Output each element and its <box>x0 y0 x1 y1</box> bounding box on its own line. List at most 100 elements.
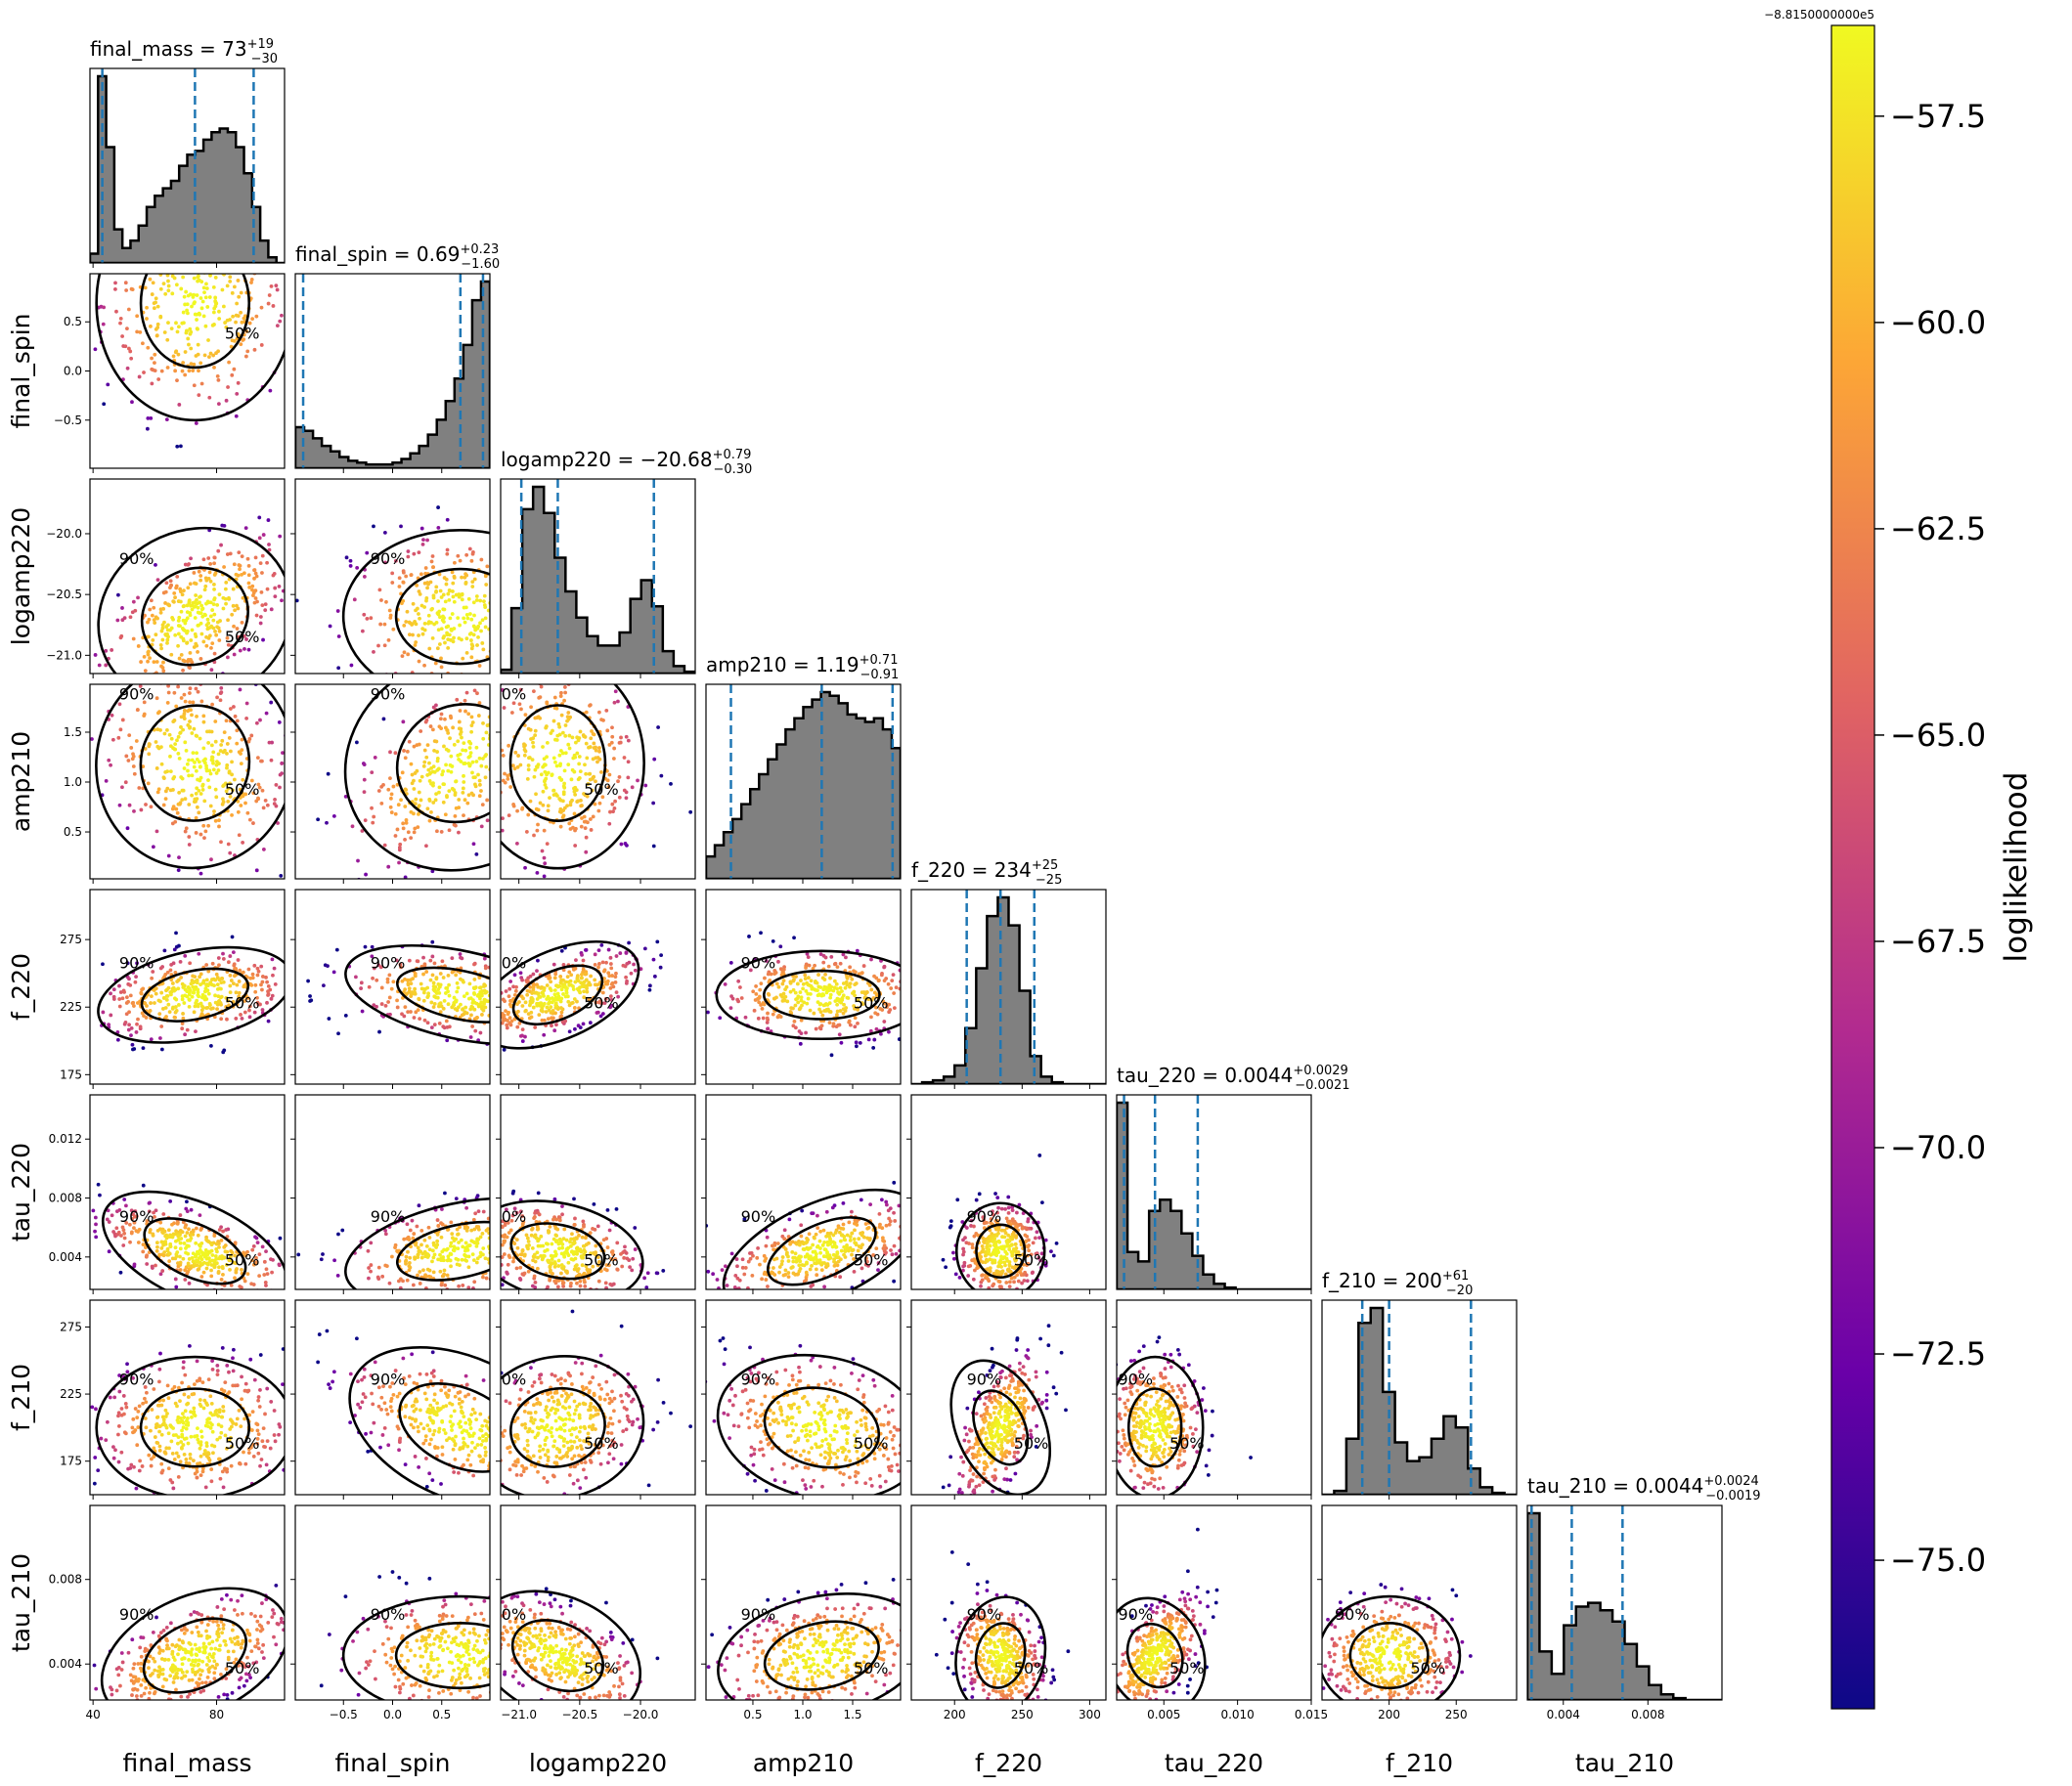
x-tick-label: 0.010 <box>1220 1708 1254 1721</box>
y-tick-label: 0.5 <box>64 315 82 328</box>
title-logamp220: logamp220 = −20.68+0.79 −0.30 <box>501 448 752 477</box>
contour-90 <box>501 684 645 870</box>
scatter-panel-amp210-vs-f-210: 50% 90% <box>701 1299 902 1500</box>
x-axis-label-tau-220: tau_220 <box>1165 1749 1263 1777</box>
contour-label-50: 50% <box>225 780 260 799</box>
contour-90 <box>1322 1594 1462 1700</box>
contour-label-90: 90% <box>371 954 406 973</box>
scatter-panel-final-spin-vs-f-210: 50%90% <box>290 1299 491 1500</box>
hist-panel-final-spin: final_spin = 0.69+0.23 −1.60 <box>294 242 500 473</box>
contour-90 <box>341 1594 490 1700</box>
contour-label-90: 90% <box>492 685 527 704</box>
y-axis-label-amp210: amp210 <box>7 731 35 832</box>
panel-frame <box>500 683 696 880</box>
panel-content: 50%90% <box>1117 1335 1253 1495</box>
scatter-panel-logamp220-vs-f-220: 50% 90% <box>496 889 696 1089</box>
contour-90 <box>954 1201 1046 1289</box>
y-tick-label: 1.5 <box>64 725 82 739</box>
panel-frame <box>1116 1299 1312 1496</box>
y-tick-label: −21.0 <box>46 648 82 662</box>
contour-50 <box>395 703 490 824</box>
scatter-points <box>501 1309 693 1495</box>
histogram-outline <box>1527 1511 1722 1700</box>
contour-label-90: 90% <box>119 1207 154 1226</box>
panel-content: 50%90% <box>306 939 490 1046</box>
x-axis-label-final-mass: final_mass <box>122 1749 251 1777</box>
scatter-panel-f-220-vs-tau-220: 50% 90% <box>906 1094 1107 1294</box>
scatter-points <box>319 1570 490 1700</box>
x-tick-label: 0.5 <box>432 1708 451 1721</box>
x-tick-label: 0.005 <box>1147 1708 1180 1721</box>
contour-50 <box>508 704 607 823</box>
scatter-panel-final-spin-vs-amp210: 50%90% <box>290 683 491 884</box>
contour-label-90: 90% <box>1118 1371 1153 1389</box>
panel-content: 50%90% <box>91 1182 285 1289</box>
panel-content: 50%90% <box>934 1549 1071 1700</box>
panel-frame <box>705 1299 902 1496</box>
contour-90 <box>95 684 285 870</box>
panel-content <box>90 68 285 263</box>
y-axis-labels: final_spin logamp220 amp210 f_220 tau_220 f_2… <box>7 313 35 1652</box>
hist-panel-tau-220: tau_220 = 0.0044+0.0029 −0.0021 <box>1116 1064 1350 1294</box>
scatter-panel-amp210-vs-f-220: 50% 90% <box>701 889 902 1089</box>
scatter-points <box>1117 1335 1253 1491</box>
histogram-bars <box>706 691 901 879</box>
panel-content <box>1527 1505 1722 1700</box>
contour-50 <box>975 1223 1027 1280</box>
title-tau-220: tau_220 = 0.0044+0.0029 −0.0021 <box>1117 1064 1350 1093</box>
colorbar-tick-label: −62.5 <box>1890 510 1986 547</box>
contour-90 <box>343 684 490 872</box>
contour-90 <box>501 1590 642 1700</box>
contour-50 <box>763 1620 880 1691</box>
contour-label-50: 50% <box>854 1434 889 1453</box>
y-tick-label: 0.5 <box>64 825 82 839</box>
title-final-mass: final_mass = 73+19 −30 <box>90 37 278 66</box>
panel-content: 50%90% <box>501 1309 693 1495</box>
x-tick-label: −20.0 <box>623 1708 659 1721</box>
scatter-points <box>941 1324 1068 1495</box>
scatter-panel-logamp220-vs-amp210: 50% 90% <box>492 683 696 884</box>
y-tick-label: −20.0 <box>46 527 82 541</box>
panel-content: 50%90% <box>90 515 285 674</box>
x-axis-label-f-220: f_220 <box>975 1749 1042 1777</box>
y-tick-label: 0.012 <box>49 1132 82 1146</box>
histogram-outline <box>295 280 490 468</box>
contour-50 <box>398 1381 490 1473</box>
x-tick-label: 40 <box>86 1708 101 1721</box>
scatter-panel-final-mass-vs-tau-220: 50% 90% 0.004 0.008 0.012 <box>49 1094 286 1294</box>
x-tick-label: 0.0 <box>383 1708 402 1721</box>
contour-label-50: 50% <box>1410 1659 1445 1677</box>
panel-content: 50%90% <box>316 684 490 879</box>
contour-90 <box>1117 1596 1207 1700</box>
scatter-panel-amp210-vs-tau-220: 50% 90% <box>701 1094 902 1294</box>
panel-frame <box>500 889 696 1085</box>
panel-frame <box>910 889 1107 1085</box>
histogram-outline <box>1117 1101 1311 1289</box>
scatter-panel-amp210-vs-tau-210: 50% 90% 0.5 1.0 1.5 <box>701 1504 902 1721</box>
panel-content <box>706 684 901 879</box>
panel-frame <box>89 889 286 1085</box>
panel-frame <box>500 1094 696 1290</box>
histogram-outline <box>706 690 901 879</box>
panel-frame <box>89 478 286 675</box>
contour-90 <box>95 274 285 422</box>
x-tick-label: 1.5 <box>843 1708 861 1721</box>
contour-90 <box>100 1587 285 1700</box>
contour-50 <box>140 967 250 1023</box>
hist-panel-amp210: amp210 = 1.19+0.71 −0.91 <box>705 653 902 884</box>
y-tick-label: 0.008 <box>49 1192 82 1205</box>
hist-panel-final-mass: final_mass = 73+19 −30 <box>89 37 286 268</box>
panel-content: 50%90% <box>501 1189 666 1289</box>
contour-90 <box>954 1595 1047 1700</box>
scatter-panel-final-spin-vs-tau-220: 50%90% <box>290 1094 491 1294</box>
title-f-210: f_210 = 200+61 −20 <box>1322 1269 1473 1298</box>
title-tau-210: tau_210 = 0.0044+0.0024 −0.0019 <box>1527 1474 1761 1503</box>
colorbar-tick-label: −60.0 <box>1890 304 1986 341</box>
scatter-panel-f-220-vs-tau-210: 50% 90% 200 250 300 <box>906 1504 1107 1721</box>
panel-frame <box>294 683 491 880</box>
scatter-points <box>1117 1527 1219 1700</box>
x-axis-label-logamp220: logamp220 <box>529 1749 667 1777</box>
panel-content <box>1117 1095 1311 1289</box>
contour-label-50: 50% <box>1014 1434 1049 1453</box>
contour-label-90: 90% <box>492 1605 527 1624</box>
